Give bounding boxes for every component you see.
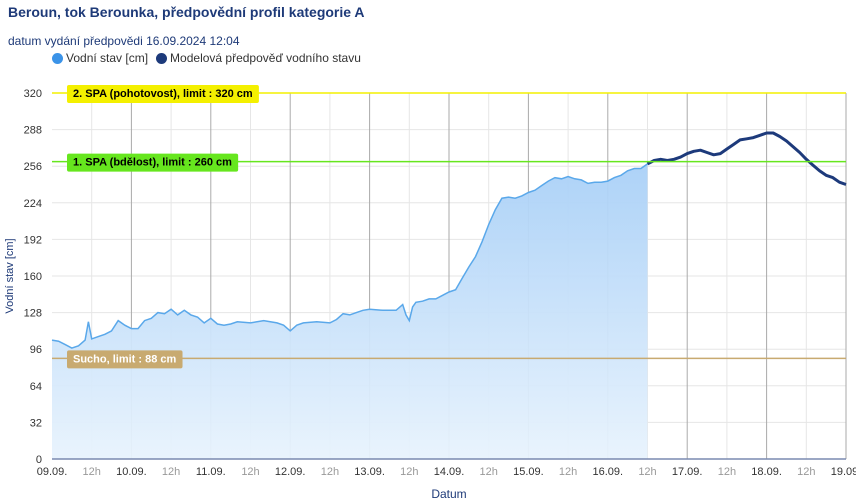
x-axis-title: Datum bbox=[431, 487, 466, 500]
y-tick-label: 288 bbox=[24, 125, 42, 137]
x-tick-label: 12h bbox=[321, 466, 339, 478]
y-tick-label: 96 bbox=[30, 344, 42, 356]
y-tick-label: 320 bbox=[24, 88, 42, 100]
x-tick-label: 12h bbox=[559, 466, 577, 478]
x-tick-label: 14.09. bbox=[434, 466, 465, 478]
y-tick-label: 192 bbox=[24, 234, 42, 246]
chart-legend: Vodní stav [cm] Modelová předpověď vodní… bbox=[52, 51, 361, 65]
legend-observed-label: Vodní stav [cm] bbox=[66, 51, 149, 65]
x-tick-label: 18.09. bbox=[751, 466, 782, 478]
x-tick-label: 15.09. bbox=[513, 466, 544, 478]
x-tick-label: 12h bbox=[162, 466, 180, 478]
x-tick-label: 12h bbox=[480, 466, 498, 478]
x-tick-label: 10.09. bbox=[116, 466, 147, 478]
legend-forecast-dot-icon bbox=[156, 52, 168, 64]
x-tick-label: 19.09. bbox=[831, 466, 856, 478]
y-axis-title: Vodní stav [cm] bbox=[4, 238, 16, 313]
legend-item-forecast[interactable]: Modelová předpověď vodního stavu bbox=[156, 51, 361, 65]
y-tick-label: 128 bbox=[24, 308, 42, 320]
legend-observed-dot-icon bbox=[52, 52, 63, 64]
observed-area bbox=[52, 163, 648, 459]
limit-label-spa1: 1. SPA (bdělost), limit : 260 cm bbox=[73, 157, 232, 169]
y-tick-label: 224 bbox=[24, 198, 42, 210]
x-tick-label: 12h bbox=[718, 466, 736, 478]
x-tick-label: 12h bbox=[83, 466, 101, 478]
x-tick-label: 12h bbox=[638, 466, 656, 478]
observed-line bbox=[51, 163, 648, 349]
x-tick-label: 17.09. bbox=[672, 466, 703, 478]
x-tick-label: 13.09. bbox=[354, 466, 385, 478]
limit-label-bg-sucho bbox=[67, 350, 183, 369]
x-tick-label: 12h bbox=[400, 466, 418, 478]
x-tick-label: 12h bbox=[241, 466, 259, 478]
page-title: Beroun, tok Berounka, předpovědní profil… bbox=[8, 4, 365, 20]
limit-label-spa2: 2. SPA (pohotovost), limit : 320 cm bbox=[73, 88, 253, 100]
y-tick-label: 256 bbox=[24, 161, 42, 173]
x-tick-label: 11.09. bbox=[196, 466, 226, 478]
page-subtitle: datum vydání předpovědi 16.09.2024 12:04 bbox=[8, 34, 240, 48]
y-tick-label: 160 bbox=[24, 271, 42, 283]
limit-label-bg-spa1 bbox=[67, 153, 239, 172]
legend-item-observed[interactable]: Vodní stav [cm] bbox=[52, 51, 148, 65]
x-tick-label: 12h bbox=[797, 466, 815, 478]
x-tick-label: 09.09. bbox=[37, 466, 68, 478]
y-tick-label: 32 bbox=[30, 417, 42, 429]
limit-label-sucho: Sucho, limit : 88 cm bbox=[73, 353, 177, 365]
forecast-line bbox=[646, 131, 847, 186]
limit-label-bg-spa2 bbox=[67, 85, 259, 103]
y-tick-label: 0 bbox=[36, 454, 42, 466]
x-tick-label: 12.09. bbox=[275, 466, 306, 478]
x-tick-label: 16.09. bbox=[593, 466, 624, 478]
legend-forecast-label: Modelová předpověď vodního stavu bbox=[170, 51, 361, 65]
y-tick-label: 64 bbox=[30, 381, 42, 393]
